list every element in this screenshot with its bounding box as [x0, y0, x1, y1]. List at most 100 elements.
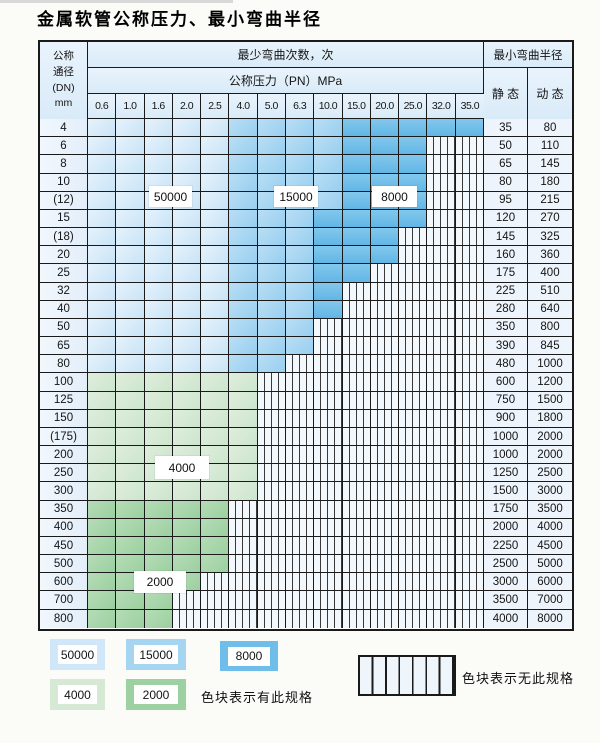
spec-cell: [342, 228, 371, 247]
spec-cell: [201, 391, 230, 410]
no-spec-cell: [229, 573, 258, 592]
no-spec-cell: [342, 427, 371, 447]
no-spec-cell: [286, 609, 315, 628]
spec-cell: [144, 300, 173, 319]
pressure-header-cell: 2.0: [172, 94, 202, 119]
no-spec-cell: [370, 500, 400, 519]
spec-cell: [144, 264, 173, 283]
no-spec-cell: [314, 373, 343, 392]
no-spec-cell: [455, 464, 484, 483]
legend-has-spec-note: 色块表示有此规格: [201, 690, 314, 705]
static-radius-cell: 1000: [484, 427, 528, 447]
dynamic-column-header: 动 态: [528, 68, 572, 119]
dn-cell: 200: [40, 446, 88, 465]
static-radius-cell: 480: [484, 355, 528, 374]
dynamic-radius-cell: 800: [528, 318, 572, 338]
no-spec-cell: [455, 427, 484, 447]
legend-swatch-2000: 2000: [126, 679, 186, 710]
no-spec-cell: [286, 373, 315, 392]
dynamic-radius-cell: 400: [528, 264, 572, 283]
spec-cell: [229, 155, 258, 174]
spec-cell: [88, 337, 117, 356]
spec-cell: [370, 137, 400, 156]
spec-cell: [257, 264, 286, 283]
spec-cell: [172, 555, 202, 574]
spec-cell: [257, 155, 286, 174]
legend-no-spec-note: 色块表示无此规格: [462, 671, 575, 686]
spec-cell: [257, 355, 286, 374]
no-spec-cell: [427, 391, 456, 410]
no-spec-cell: [455, 264, 484, 283]
static-radius-cell: 2250: [484, 536, 528, 556]
spec-cell: [201, 427, 230, 447]
corner-header-line: mm: [54, 97, 73, 110]
no-spec-cell: [455, 155, 484, 174]
no-spec-cell: [314, 573, 343, 592]
no-spec-cell: [342, 300, 371, 319]
pressure-header-cell: 32.0: [427, 94, 456, 119]
spec-cell: [286, 119, 315, 138]
no-spec-cell: [257, 409, 286, 428]
spec-cell: [314, 282, 343, 301]
spec-cell: [88, 173, 117, 192]
spec-cell: [229, 446, 258, 465]
static-radius-cell: 175: [484, 264, 528, 283]
table-row: 300 1500 3000: [40, 482, 572, 501]
static-radius-cell: 2500: [484, 555, 528, 574]
no-spec-cell: [399, 228, 428, 247]
no-spec-cell: [370, 373, 400, 392]
spec-cell: [116, 500, 145, 519]
no-spec-cell: [399, 318, 428, 338]
no-spec-cell: [455, 591, 484, 610]
legend-swatch-50000: 50000: [50, 639, 105, 670]
dn-cell: 700: [40, 591, 88, 610]
no-spec-cell: [257, 591, 286, 610]
spec-cell: [172, 246, 202, 265]
no-spec-cell: [370, 536, 400, 556]
no-spec-cell: [427, 500, 456, 519]
spec-cell: [88, 482, 117, 501]
no-spec-cell: [399, 282, 428, 301]
no-spec-cell: [370, 427, 400, 447]
no-spec-cell: [314, 464, 343, 483]
spec-cell: [399, 137, 428, 156]
no-spec-cell: [455, 282, 484, 301]
no-spec-cell: [257, 518, 286, 537]
static-radius-cell: 4000: [484, 609, 528, 628]
spec-cell: [342, 119, 371, 138]
spec-cell: [229, 391, 258, 410]
spec-cell: [88, 518, 117, 537]
dn-cell: 25: [40, 264, 88, 283]
no-spec-cell: [229, 518, 258, 537]
static-radius-cell: 900: [484, 409, 528, 428]
spec-cell: [201, 500, 230, 519]
spec-cell: [88, 409, 117, 428]
no-spec-cell: [314, 555, 343, 574]
spec-cell: [172, 391, 202, 410]
spec-cell: [201, 119, 230, 138]
no-spec-cell: [342, 555, 371, 574]
corner-header-line: 公称: [53, 50, 74, 62]
spec-cell: [172, 119, 202, 138]
static-column-header: 静 态: [484, 68, 528, 119]
no-spec-cell: [399, 246, 428, 265]
spec-cell: [144, 209, 173, 229]
static-radius-cell: 280: [484, 300, 528, 319]
dynamic-radius-cell: 640: [528, 300, 572, 319]
spec-cell: [172, 355, 202, 374]
no-spec-cell: [370, 446, 400, 465]
no-spec-cell: [257, 391, 286, 410]
scan-artifact-strip: [0, 0, 233, 3]
no-spec-cell: [427, 518, 456, 537]
pressure-header-cell: 0.6: [88, 94, 117, 119]
no-spec-cell: [370, 391, 400, 410]
dn-cell: 100: [40, 373, 88, 392]
no-spec-cell: [427, 318, 456, 338]
table-row: 700 3500 7000: [40, 591, 572, 610]
dn-cell: 600: [40, 573, 88, 592]
spec-cell: [172, 482, 202, 501]
dynamic-radius-cell: 180: [528, 173, 572, 192]
dn-cell: 40: [40, 300, 88, 319]
spec-cell: [144, 228, 173, 247]
dynamic-radius-cell: 845: [528, 337, 572, 356]
